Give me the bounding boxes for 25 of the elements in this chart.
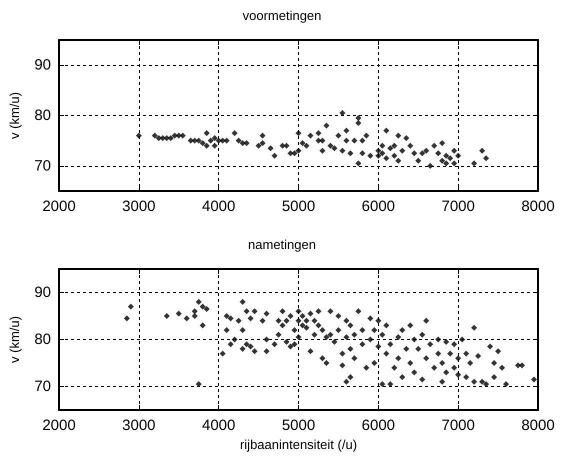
x-tick-label: 4000	[202, 417, 236, 434]
y-tick-label: 90	[34, 56, 51, 74]
x-tick-label: 4000	[202, 198, 236, 215]
y-axis-title: v (km/u)	[7, 92, 22, 139]
x-tick-label: 6000	[362, 417, 396, 434]
x-tick-label: 8000	[521, 198, 555, 215]
x-tick-label: 2000	[42, 417, 76, 434]
x-tick-label: 2000	[42, 198, 76, 215]
x-tick-label: 8000	[521, 417, 555, 434]
x-tick-label: 7000	[441, 198, 475, 215]
chart-title: voormetingen	[242, 8, 322, 23]
y-tick-label: 90	[34, 284, 51, 301]
y-tick-label: 70	[34, 378, 51, 395]
x-axis-title: rijbaanintensiteit (/u)	[240, 436, 358, 452]
x-tick-label: 7000	[441, 417, 475, 434]
x-tick-label: 3000	[122, 417, 156, 434]
x-tick-label: 6000	[362, 198, 396, 215]
chart-title: nametingen	[248, 237, 316, 252]
x-tick-label: 5000	[282, 417, 316, 434]
y-tick-label: 80	[34, 331, 51, 348]
y-tick-label: 80	[34, 107, 51, 124]
x-tick-label: 3000	[122, 198, 156, 215]
y-axis-title: v (km/u)	[7, 316, 22, 363]
x-tick-label: 5000	[282, 198, 316, 215]
y-tick-label: 70	[34, 157, 51, 174]
